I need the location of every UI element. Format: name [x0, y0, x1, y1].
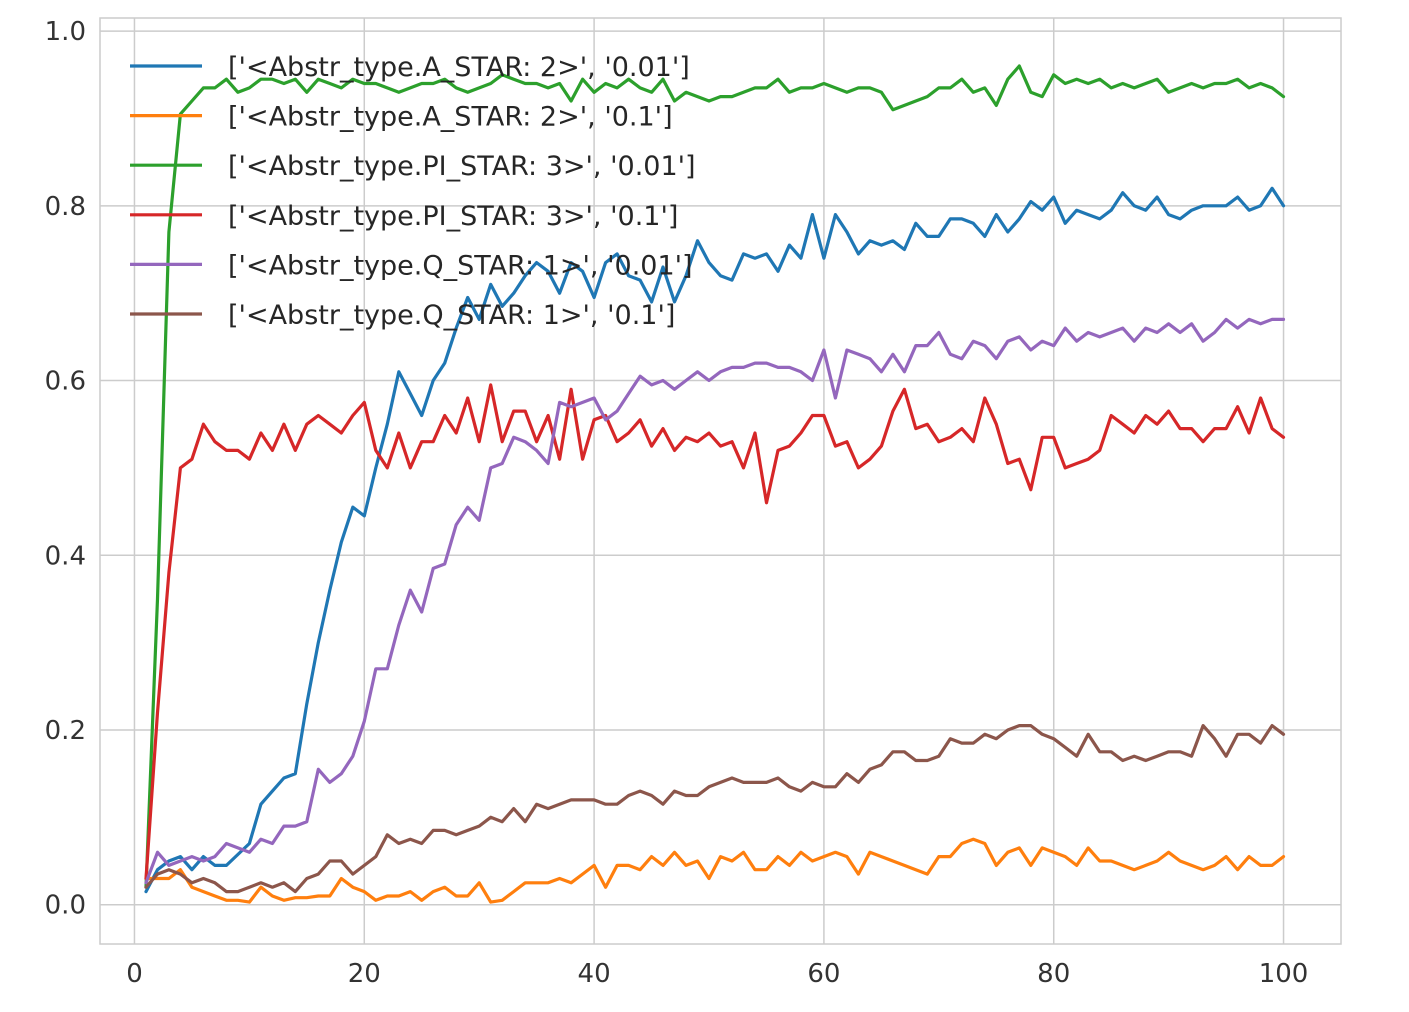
series-line-3 — [144, 64, 1286, 889]
legend-item: ['<Abstr_type.A_STAR: 2>', '0.01'] — [130, 52, 690, 83]
series-line-4 — [144, 383, 1286, 881]
series-line-2 — [144, 837, 1286, 904]
legend-item: ['<Abstr_type.PI_STAR: 3>', '0.01'] — [130, 151, 696, 182]
x-tick-label: 100 — [1259, 959, 1309, 989]
plot-area — [99, 17, 1342, 945]
x-tick-label: 60 — [807, 959, 840, 989]
legend-label: ['<Abstr_type.PI_STAR: 3>', '0.1'] — [228, 201, 678, 232]
legend-label: ['<Abstr_type.PI_STAR: 3>', '0.01'] — [228, 151, 696, 182]
legend-item: ['<Abstr_type.A_STAR: 2>', '0.1'] — [130, 102, 673, 133]
legend-label: ['<Abstr_type.Q_STAR: 1>', '0.1'] — [228, 300, 675, 331]
series-line-6 — [144, 723, 1286, 894]
series-line-1 — [144, 186, 1286, 894]
y-tick-label: 0.8 — [45, 192, 86, 222]
x-tick-label: 0 — [126, 959, 143, 989]
y-tick-label: 0.6 — [45, 367, 86, 397]
y-tick-label: 1.0 — [45, 17, 86, 47]
legend-item: ['<Abstr_type.Q_STAR: 1>', '0.01'] — [130, 250, 693, 281]
x-tick-label: 20 — [348, 959, 381, 989]
y-axis-ticks: 0.0 0.2 0.4 0.6 0.8 1.0 — [45, 17, 86, 921]
x-tick-label: 40 — [578, 959, 611, 989]
series-layer — [144, 64, 1286, 904]
y-tick-label: 0.0 — [45, 891, 86, 921]
legend-label: ['<Abstr_type.A_STAR: 2>', '0.01'] — [228, 52, 690, 83]
legend-label: ['<Abstr_type.A_STAR: 2>', '0.1'] — [228, 102, 673, 133]
y-tick-label: 0.2 — [45, 716, 86, 746]
series-line-5 — [144, 317, 1286, 885]
x-tick-label: 80 — [1037, 959, 1070, 989]
legend-item: ['<Abstr_type.Q_STAR: 1>', '0.1'] — [130, 300, 675, 331]
y-tick-label: 0.4 — [45, 541, 86, 571]
x-axis-ticks: 0 20 40 60 80 100 — [126, 959, 1308, 989]
legend-item: ['<Abstr_type.PI_STAR: 3>', '0.1'] — [130, 201, 678, 232]
grid-lines — [100, 18, 1341, 944]
legend: ['<Abstr_type.A_STAR: 2>', '0.01'] ['<Abs… — [130, 52, 696, 331]
legend-label: ['<Abstr_type.Q_STAR: 1>', '0.01'] — [228, 250, 693, 281]
